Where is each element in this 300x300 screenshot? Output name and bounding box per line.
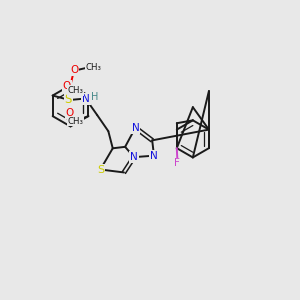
Text: F: F: [174, 158, 180, 169]
Text: N: N: [132, 123, 139, 133]
Text: CH₃: CH₃: [68, 86, 84, 95]
Text: N: N: [130, 152, 138, 162]
Text: S: S: [64, 93, 72, 106]
Text: H: H: [91, 92, 98, 102]
Text: S: S: [97, 164, 104, 175]
Text: N: N: [150, 151, 158, 161]
Text: O: O: [66, 108, 74, 118]
Text: CH₃: CH₃: [68, 117, 84, 126]
Text: O: O: [70, 65, 78, 75]
Text: N: N: [82, 94, 90, 104]
Text: O: O: [63, 81, 71, 91]
Text: CH₃: CH₃: [86, 63, 102, 72]
